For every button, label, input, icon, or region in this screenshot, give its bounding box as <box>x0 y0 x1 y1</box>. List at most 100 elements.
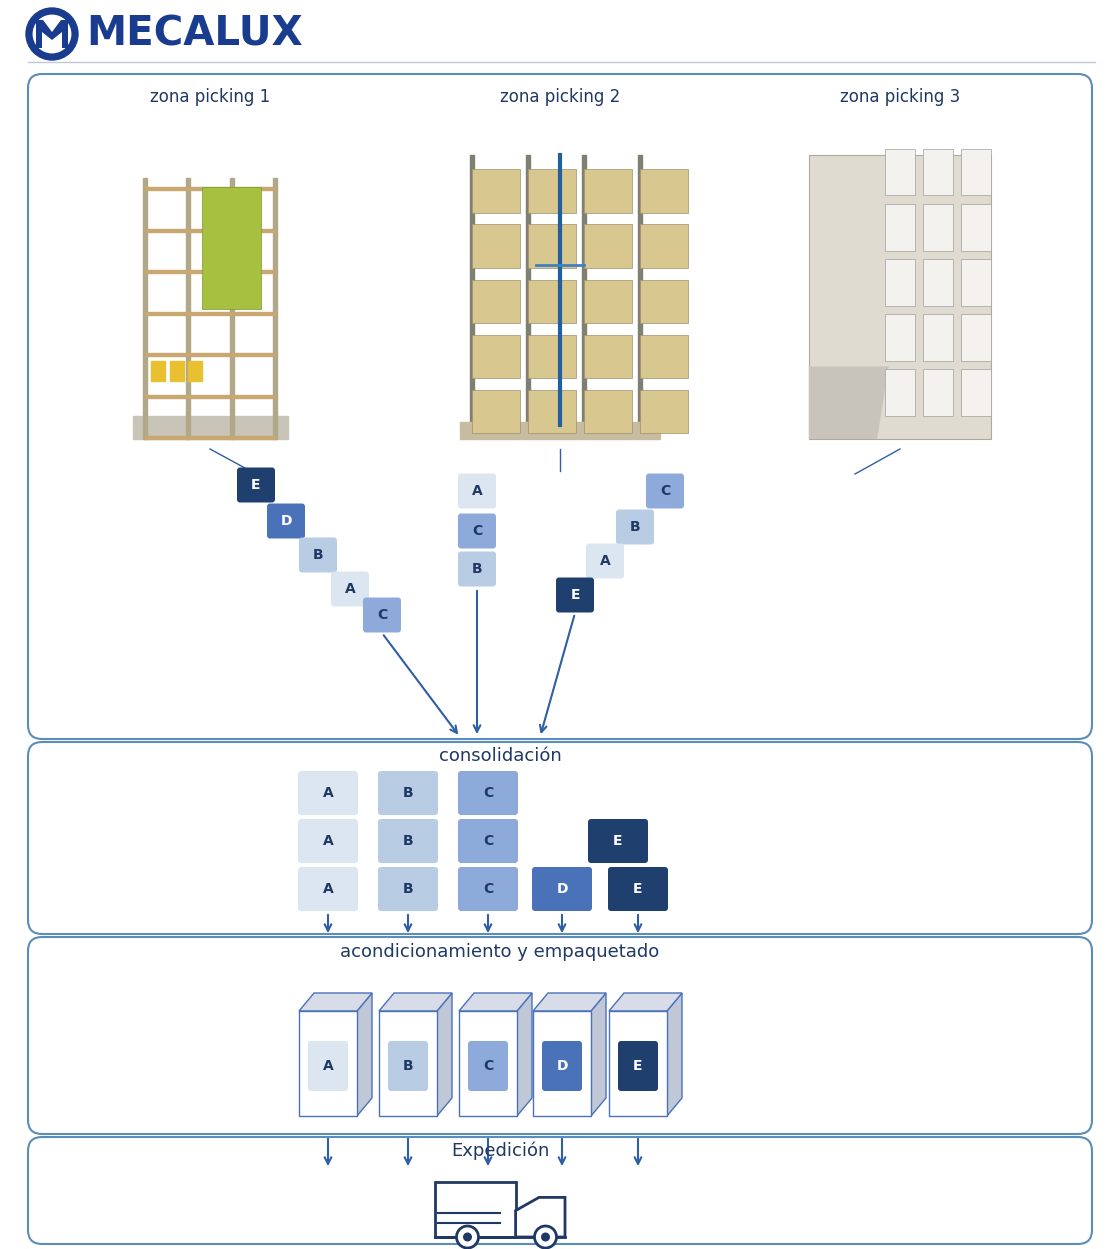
Text: C: C <box>483 834 493 848</box>
FancyBboxPatch shape <box>458 867 517 911</box>
FancyBboxPatch shape <box>584 280 632 323</box>
Polygon shape <box>299 993 372 1010</box>
Text: E: E <box>251 478 261 492</box>
FancyBboxPatch shape <box>532 867 592 911</box>
FancyBboxPatch shape <box>298 867 358 911</box>
FancyBboxPatch shape <box>584 390 632 433</box>
FancyBboxPatch shape <box>299 537 337 572</box>
FancyBboxPatch shape <box>377 867 438 911</box>
Text: A: A <box>323 834 334 848</box>
FancyBboxPatch shape <box>923 370 953 416</box>
FancyBboxPatch shape <box>640 390 688 433</box>
FancyBboxPatch shape <box>308 1040 348 1090</box>
FancyBboxPatch shape <box>28 74 1092 739</box>
FancyBboxPatch shape <box>528 280 576 323</box>
FancyBboxPatch shape <box>472 390 520 433</box>
Text: C: C <box>483 882 493 896</box>
FancyBboxPatch shape <box>640 280 688 323</box>
Text: E: E <box>633 1059 643 1073</box>
Bar <box>170 361 184 381</box>
Polygon shape <box>668 993 682 1117</box>
Text: D: D <box>280 515 291 528</box>
Circle shape <box>457 1227 478 1248</box>
Text: C: C <box>472 525 482 538</box>
Text: B: B <box>403 786 413 801</box>
FancyBboxPatch shape <box>961 370 991 416</box>
Bar <box>232 187 276 190</box>
FancyBboxPatch shape <box>885 260 915 306</box>
FancyBboxPatch shape <box>640 170 688 212</box>
FancyBboxPatch shape <box>885 370 915 416</box>
Polygon shape <box>517 993 532 1117</box>
FancyBboxPatch shape <box>388 1040 428 1090</box>
FancyBboxPatch shape <box>961 149 991 195</box>
Text: C: C <box>483 786 493 801</box>
FancyBboxPatch shape <box>584 225 632 267</box>
Text: MECALUX: MECALUX <box>86 14 302 54</box>
FancyBboxPatch shape <box>472 335 520 378</box>
Circle shape <box>534 1227 557 1248</box>
Bar <box>188 312 232 315</box>
Bar <box>188 353 232 356</box>
Bar <box>232 353 276 356</box>
Bar <box>144 353 188 356</box>
Text: D: D <box>557 1059 568 1073</box>
Bar <box>232 436 276 438</box>
Text: Expedición: Expedición <box>451 1142 549 1160</box>
Text: B: B <box>312 548 324 562</box>
Circle shape <box>34 15 71 52</box>
FancyBboxPatch shape <box>472 225 520 267</box>
FancyBboxPatch shape <box>618 1040 659 1090</box>
FancyBboxPatch shape <box>267 503 305 538</box>
Text: B: B <box>403 882 413 896</box>
Text: D: D <box>557 882 568 896</box>
Bar <box>470 155 474 433</box>
Text: A: A <box>323 786 334 801</box>
Bar <box>144 187 188 190</box>
FancyBboxPatch shape <box>528 225 576 267</box>
Bar <box>188 361 203 381</box>
FancyBboxPatch shape <box>556 577 594 612</box>
FancyBboxPatch shape <box>528 390 576 433</box>
Text: C: C <box>483 1059 493 1073</box>
FancyBboxPatch shape <box>640 335 688 378</box>
FancyBboxPatch shape <box>809 155 991 438</box>
Text: B: B <box>403 1059 413 1073</box>
FancyBboxPatch shape <box>472 170 520 212</box>
Text: A: A <box>323 1059 334 1073</box>
Polygon shape <box>357 993 372 1117</box>
Text: zona picking 2: zona picking 2 <box>500 87 620 106</box>
Text: E: E <box>633 882 643 896</box>
FancyBboxPatch shape <box>961 204 991 251</box>
Bar <box>144 270 188 274</box>
FancyBboxPatch shape <box>885 204 915 251</box>
FancyBboxPatch shape <box>458 771 517 816</box>
Polygon shape <box>609 993 682 1010</box>
FancyBboxPatch shape <box>298 819 358 863</box>
Polygon shape <box>459 993 532 1010</box>
Text: C: C <box>660 485 670 498</box>
Bar <box>188 187 232 190</box>
FancyBboxPatch shape <box>961 260 991 306</box>
Bar <box>460 422 660 438</box>
FancyBboxPatch shape <box>588 819 648 863</box>
Bar <box>232 312 276 315</box>
FancyBboxPatch shape <box>923 204 953 251</box>
Text: A: A <box>345 582 355 596</box>
Bar <box>132 416 288 438</box>
Bar <box>186 179 190 438</box>
Text: C: C <box>376 608 388 622</box>
Polygon shape <box>379 993 452 1010</box>
FancyBboxPatch shape <box>646 473 684 508</box>
FancyBboxPatch shape <box>885 149 915 195</box>
Bar <box>230 179 234 438</box>
Bar <box>232 395 276 397</box>
Text: A: A <box>599 555 610 568</box>
FancyBboxPatch shape <box>586 543 624 578</box>
Text: B: B <box>472 562 483 576</box>
Circle shape <box>26 7 78 60</box>
Bar <box>232 270 276 274</box>
Text: zona picking 1: zona picking 1 <box>150 87 270 106</box>
Polygon shape <box>591 993 606 1117</box>
FancyBboxPatch shape <box>608 867 668 911</box>
